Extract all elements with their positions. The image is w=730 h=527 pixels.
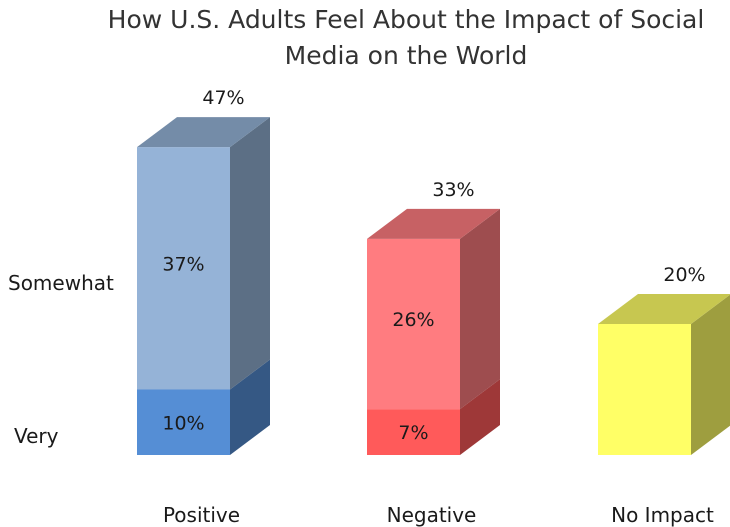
category-label-no-impact: No Impact: [611, 503, 714, 527]
category-label-positive: Positive: [163, 503, 240, 527]
total-label-no-impact: 20%: [663, 264, 705, 286]
value-label-positive-somewhat: 37%: [162, 253, 204, 275]
bar-no-impact-very-side: [691, 294, 730, 455]
row-label-somewhat: Somewhat: [8, 271, 114, 295]
bar-positive-very-side: [230, 359, 270, 455]
row-label-very: Very: [14, 424, 59, 448]
bar-negative-very: [367, 409, 460, 455]
bar-positive-somewhat-side: [230, 117, 270, 390]
total-label-positive: 47%: [202, 87, 244, 109]
bar-positive-top: [137, 117, 270, 148]
category-label-negative: Negative: [387, 503, 477, 527]
bar-no-impact-very: [598, 324, 691, 455]
bar-negative-very-side: [460, 379, 500, 455]
value-label-negative-somewhat: 26%: [392, 309, 434, 331]
bars-group: [137, 117, 730, 455]
bar-positive-somewhat: [137, 147, 230, 390]
bar-positive-very: [137, 389, 230, 455]
value-label-negative-very: 7%: [398, 422, 428, 444]
labels-group: 10% 37% 47% Positive 7% 26% 33% Negative 20% No I…: [8, 87, 714, 527]
chart-title: How U.S. Adults Feel About the Impact of…: [108, 5, 705, 70]
bar-negative-somewhat-side: [460, 208, 500, 410]
bar-no-impact-top: [598, 294, 730, 324]
total-label-negative: 33%: [432, 179, 474, 201]
bar-negative-top: [367, 208, 500, 239]
bar-negative-somewhat: [367, 238, 460, 410]
value-label-positive-very: 10%: [162, 412, 204, 434]
